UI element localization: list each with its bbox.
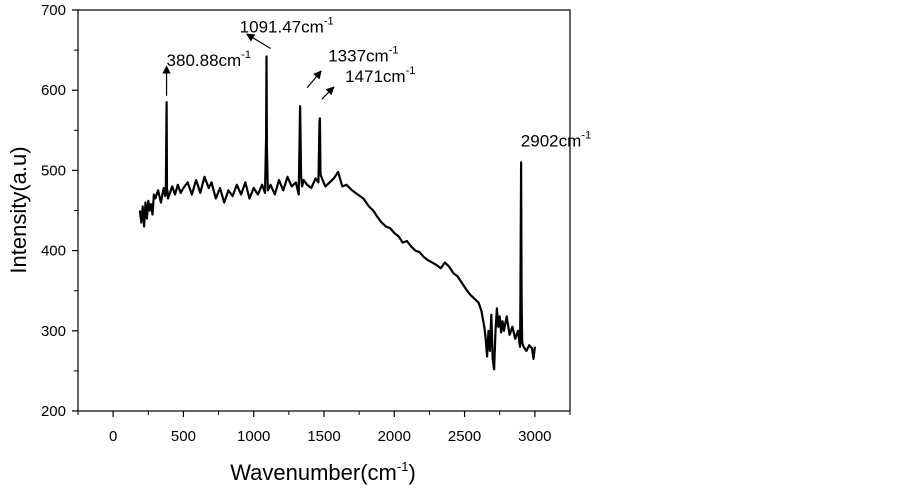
peak-annotation-label: 1471cm-1 [345,65,415,86]
annotation-arrows [162,33,335,100]
peak-annotation-label: 2902cm-1 [521,129,591,150]
x-tick-label: 0 [109,428,117,445]
x-tick-label: 1000 [237,428,270,445]
x-tick-label: 2000 [378,428,411,445]
x-tick-label: 3000 [518,428,551,445]
y-tick-label: 700 [41,2,66,19]
y-tick-label: 500 [41,162,66,179]
spectrum-series-line [138,55,536,371]
x-tick-label: 500 [171,428,196,445]
y-tick-label: 200 [41,403,66,420]
x-axis-title-tail: ) [408,460,415,485]
x-axis-ticks: 0 500 1000 1500 2000 2500 3000 [77,411,571,445]
x-axis-title-sup: -1 [397,459,409,474]
peak-annotation-label: 1091.47cm-1 [240,15,334,36]
y-tick-label: 600 [41,82,66,99]
peak-annotation-label: 1337cm-1 [328,44,398,65]
x-axis-title: Wavenumber(cm-1) [230,459,416,485]
y-tick-label: 300 [41,323,66,340]
y-axis-title: Intensity(a.u) [6,146,31,273]
x-axis-title-main: Wavenumber(cm [230,460,397,485]
annotation-arrow [321,86,335,100]
y-axis-ticks: 200 300 400 500 600 700 [41,2,78,420]
annotation-arrow [306,70,322,89]
peak-annotation-label: 380.88cm-1 [167,49,251,70]
annotation-arrow [245,33,271,50]
x-tick-label: 2500 [448,428,481,445]
x-tick-label: 1500 [307,428,340,445]
y-tick-label: 400 [41,243,66,260]
